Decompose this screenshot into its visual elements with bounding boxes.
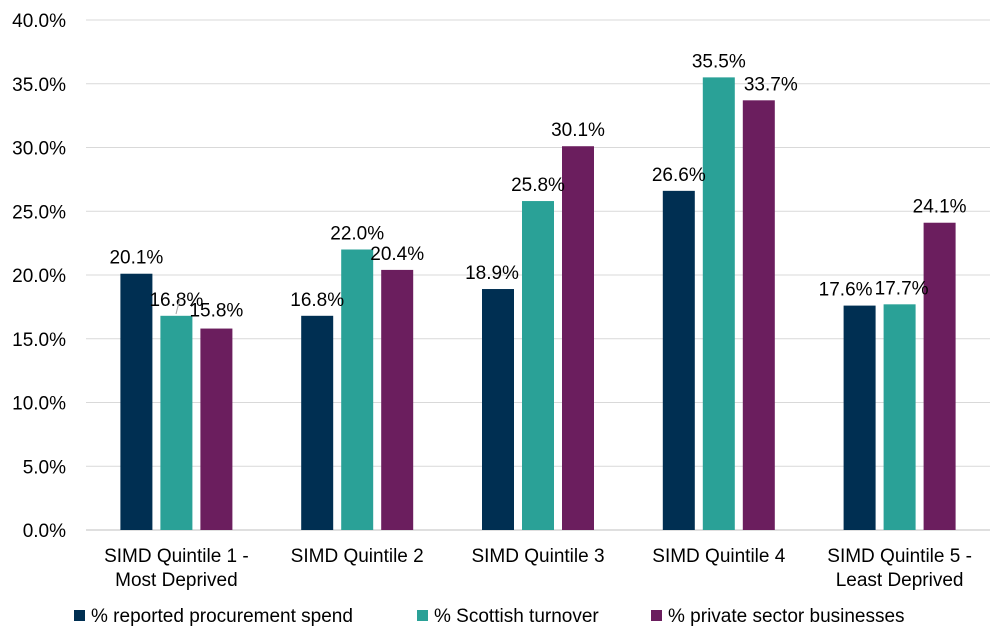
legend-label: % private sector businesses <box>668 606 905 627</box>
legend-label: % reported procurement spend <box>91 606 353 627</box>
y-axis-tick-labels: 0.0% 5.0% 10.0% 15.0% 20.0% 25.0% 30.0% 35.0% 40… <box>12 11 66 542</box>
bar <box>341 249 374 530</box>
data-label: 22.0% <box>330 224 384 245</box>
y-tick-label: 25.0% <box>12 202 66 223</box>
category-label: SIMD Quintile 4 <box>652 546 785 567</box>
data-label: 26.6% <box>652 165 706 186</box>
data-label: 16.8% <box>149 290 203 311</box>
bar <box>482 289 514 530</box>
label-leader-line <box>175 297 181 315</box>
bar <box>200 328 233 530</box>
data-label: 18.9% <box>465 263 519 284</box>
y-tick-label: 10.0% <box>12 394 66 415</box>
data-label: 35.5% <box>692 51 746 72</box>
bar <box>522 201 554 531</box>
data-label: 16.8% <box>290 290 344 311</box>
category-label: SIMD Quintile 2 <box>291 546 424 567</box>
data-label: 17.6% <box>819 280 873 301</box>
bar <box>562 146 594 530</box>
data-label: 24.1% <box>913 197 967 218</box>
data-label: 20.4% <box>370 244 424 265</box>
bar <box>923 222 956 530</box>
bar <box>702 77 735 530</box>
data-label: 20.1% <box>109 248 163 269</box>
legend-swatch <box>417 610 428 621</box>
bars <box>120 77 956 531</box>
y-tick-label: 15.0% <box>12 330 66 351</box>
bar <box>843 305 876 530</box>
data-label: 30.1% <box>551 120 605 141</box>
category-label: SIMD Quintile 5 -Least Deprived <box>827 546 972 591</box>
data-label: 25.8% <box>511 175 565 196</box>
y-tick-label: 40.0% <box>12 11 66 32</box>
legend-swatch <box>651 610 662 621</box>
bar <box>662 190 695 530</box>
data-label: 33.7% <box>744 74 798 95</box>
bar <box>160 315 193 530</box>
y-tick-label: 5.0% <box>23 457 66 478</box>
y-tick-label: 35.0% <box>12 75 66 96</box>
bar <box>742 100 775 530</box>
bar <box>381 269 414 530</box>
bar <box>120 273 153 530</box>
legend-swatch <box>74 610 85 621</box>
category-label: SIMD Quintile 1 -Most Deprived <box>104 546 249 591</box>
bar <box>883 304 916 530</box>
y-tick-label: 0.0% <box>23 521 66 542</box>
bar <box>301 315 334 530</box>
y-tick-label: 30.0% <box>12 139 66 160</box>
legend: % reported procurement spend % Scottish t… <box>74 606 905 627</box>
data-label: 15.8% <box>189 301 243 322</box>
y-tick-label: 20.0% <box>12 266 66 287</box>
data-label: 17.7% <box>875 278 929 299</box>
category-label: SIMD Quintile 3 <box>471 546 604 567</box>
x-axis-category-labels: SIMD Quintile 1 -Most Deprived SIMD Quint… <box>104 546 972 591</box>
legend-label: % Scottish turnover <box>434 606 599 627</box>
data-labels: 20.1%16.8%15.8%16.8%22.0%20.4%18.9%25.8%… <box>109 51 966 321</box>
